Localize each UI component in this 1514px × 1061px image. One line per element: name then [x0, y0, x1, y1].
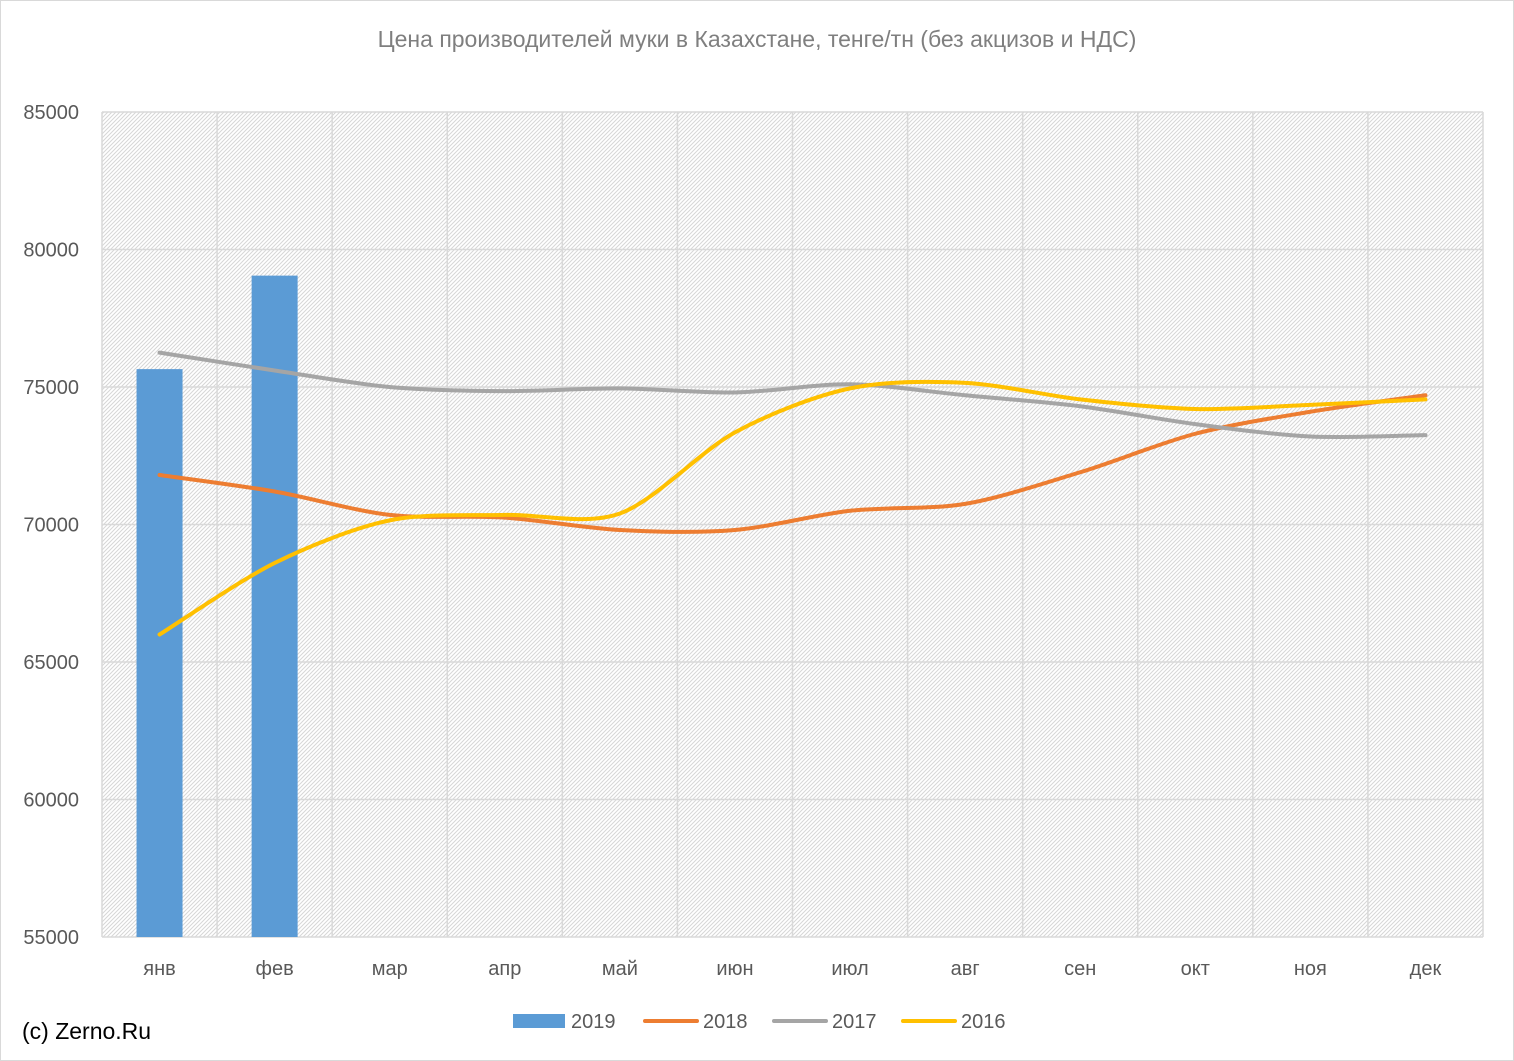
- line-2016: [157, 379, 1428, 637]
- legend-swatch-2019: [513, 1014, 565, 1028]
- x-tick-label: авг: [951, 958, 980, 980]
- legend-label-2017: 2017: [832, 1011, 877, 1033]
- x-tick-label: сен: [1064, 958, 1096, 980]
- line-2017: [157, 350, 1428, 439]
- line-2018: [157, 393, 1428, 534]
- x-axis: янв фев мар апр май июн июл авг сен окт ноя дек: [143, 958, 1441, 980]
- x-tick-label: окт: [1181, 958, 1210, 980]
- y-tick-label: 80000: [23, 240, 79, 262]
- x-tick-label: фев: [256, 958, 294, 980]
- chart-title: Цена производителей муки в Казахстане, т…: [377, 26, 1137, 52]
- y-tick-label: 55000: [23, 927, 79, 949]
- legend-label-2016: 2016: [961, 1011, 1006, 1033]
- x-tick-label: ноя: [1294, 958, 1327, 980]
- line-series: [157, 350, 1428, 637]
- bar-2019: [136, 369, 183, 937]
- x-tick-label: янв: [143, 958, 176, 980]
- x-tick-label: май: [602, 958, 638, 980]
- bar-2019: [251, 275, 298, 937]
- y-tick-label: 75000: [23, 377, 79, 399]
- x-tick-label: мар: [372, 958, 408, 980]
- y-tick-label: 65000: [23, 652, 79, 674]
- x-tick-label: апр: [488, 958, 521, 980]
- y-axis: 55000 60000 65000 70000 75000 80000 85000: [23, 102, 79, 949]
- x-tick-label: дек: [1410, 958, 1442, 980]
- legend-label-2019: 2019: [571, 1011, 616, 1033]
- y-tick-label: 70000: [23, 515, 79, 537]
- credit-text: (c) Zerno.Ru: [22, 1018, 152, 1044]
- x-tick-label: июл: [831, 958, 868, 980]
- bar-series: [136, 275, 298, 937]
- x-tick-label: июн: [716, 958, 753, 980]
- y-tick-label: 85000: [23, 102, 79, 124]
- legend: 2019 2018 2017 2016: [513, 1011, 1006, 1033]
- legend-label-2018: 2018: [703, 1011, 748, 1033]
- y-tick-label: 60000: [23, 790, 79, 812]
